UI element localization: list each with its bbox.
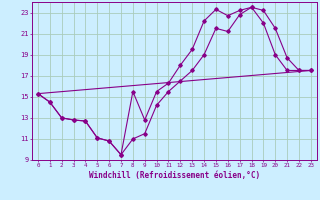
X-axis label: Windchill (Refroidissement éolien,°C): Windchill (Refroidissement éolien,°C) <box>89 171 260 180</box>
